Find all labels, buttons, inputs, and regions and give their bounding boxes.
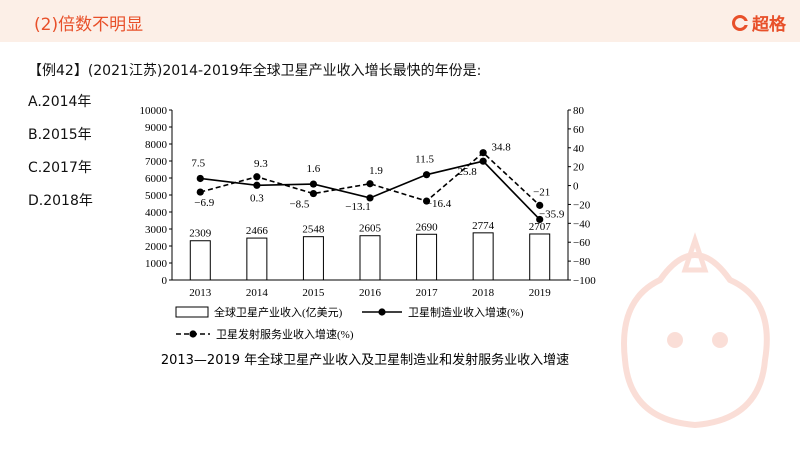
line-value-label: −35.9 <box>539 208 565 220</box>
line-value-label: −21 <box>533 186 550 198</box>
brand-icon <box>732 14 748 31</box>
left-tick-label: 1000 <box>145 258 168 270</box>
chart-svg: 0 1000 2000 3000 4000 5000 6000 7000 8000 9000 100… <box>140 105 597 368</box>
question-text: 【例42】(2021江苏)2014-2019年全球卫星产业收入增长最快的年份是: <box>28 63 482 79</box>
mascot-illustration <box>621 232 770 429</box>
left-tick-label: 6000 <box>145 173 168 185</box>
option-a[interactable]: A.2014年 <box>28 94 92 110</box>
bar-value-label: 2605 <box>359 223 382 235</box>
bar-value-label: 2548 <box>302 224 325 236</box>
line-value-label: 34.8 <box>492 142 512 154</box>
left-tick-label: 3000 <box>145 224 168 236</box>
left-tick-label: 7000 <box>145 156 168 168</box>
bar-value-label: 2309 <box>189 228 212 240</box>
left-tick-label: 4000 <box>145 207 168 219</box>
section-title: (2)倍数不明显 <box>34 15 144 35</box>
line-value-label: 9.3 <box>254 158 268 170</box>
right-tick-label: −40 <box>573 218 591 230</box>
option-c[interactable]: C.2017年 <box>28 160 92 176</box>
manufacturing-point <box>536 215 544 224</box>
bar <box>189 240 211 281</box>
launch-point <box>309 189 318 198</box>
bar <box>472 232 494 281</box>
x-tick-label: 2017 <box>416 287 439 299</box>
bar <box>529 233 551 281</box>
right-tick-label: −80 <box>573 256 591 268</box>
answer-options: A.2014年 B.2015年 C.2017年 D.2018年 <box>28 92 93 224</box>
left-tick-label: 9000 <box>145 122 168 134</box>
manufacturing-point <box>479 157 487 165</box>
right-tick-label: 0 <box>573 181 579 193</box>
manufacturing-point <box>253 181 261 189</box>
line-value-label: 0.3 <box>250 192 264 204</box>
bar <box>302 236 324 281</box>
left-tick-label: 5000 <box>145 190 168 202</box>
line-value-label: −13.1 <box>345 201 370 213</box>
line-value-label: 11.5 <box>415 154 434 166</box>
section-header: (2)倍数不明显 超格 <box>0 0 800 42</box>
legend-launch-label: 卫星发射服务业收入增速(%) <box>216 327 354 341</box>
right-tick-label: −60 <box>573 237 591 249</box>
left-tick-label: 10000 <box>140 105 168 117</box>
launch-point <box>536 201 544 209</box>
manufacturing-point <box>309 180 318 188</box>
right-tick-label: −100 <box>573 275 596 287</box>
chart-panel: 0 1000 2000 3000 4000 5000 6000 7000 8000 9000 100… <box>130 100 600 375</box>
launch-point <box>479 149 487 157</box>
manufacturing-point <box>366 194 374 202</box>
x-tick-label: 2013 <box>189 287 212 299</box>
line-value-label: 1.9 <box>369 165 383 177</box>
right-tick-label: 60 <box>573 124 585 136</box>
legend-launch-dot <box>189 330 197 338</box>
left-tick-label: 0 <box>162 275 168 287</box>
option-b[interactable]: B.2015年 <box>28 127 92 143</box>
bar <box>359 235 381 281</box>
line-value-label: −8.5 <box>289 199 309 211</box>
line-value-label: 7.5 <box>191 157 205 169</box>
right-tick-label: 80 <box>573 105 585 117</box>
right-tick-label: 20 <box>573 162 585 174</box>
line-value-label: 1.6 <box>307 163 321 175</box>
launch-point <box>422 197 431 205</box>
bar-value-label: 2690 <box>416 221 439 233</box>
legend-manufacturing-label: 卫星制造业收入增速(%) <box>408 305 524 319</box>
line-value-label: −6.9 <box>194 197 214 209</box>
left-tick-label: 8000 <box>145 139 168 151</box>
launch-point <box>366 180 374 188</box>
legend-bar-label: 全球卫星产业收入(亿美元) <box>214 305 343 319</box>
right-tick-label: −20 <box>573 199 591 211</box>
bar-value-label: 2466 <box>246 225 268 237</box>
bar-value-label: 2774 <box>472 220 495 232</box>
x-tick-label: 2016 <box>359 287 382 299</box>
option-d[interactable]: D.2018年 <box>28 193 93 209</box>
manufacturing-point <box>196 174 204 183</box>
x-tick-label: 2014 <box>246 287 268 299</box>
x-tick-label: 2019 <box>529 287 552 299</box>
bar-value-label: 2707 <box>529 221 552 233</box>
chart-title: 2013—2019 年全球卫星产业收入及卫星制造业和发射服务业收入增速 <box>161 352 569 368</box>
bar <box>246 237 268 281</box>
legend-bar-swatch <box>175 306 209 318</box>
launch-point <box>253 173 261 181</box>
x-tick-label: 2015 <box>302 287 325 299</box>
legend-manufacturing-dot <box>378 308 386 316</box>
x-tick-label: 2018 <box>472 287 495 299</box>
manufacturing-point <box>422 171 431 179</box>
line-value-label: 25.8 <box>458 166 478 178</box>
line-value-label: −16.4 <box>426 198 452 210</box>
brand-logo: 超格 <box>732 10 786 35</box>
brand-name: 超格 <box>752 15 786 35</box>
left-tick-label: 2000 <box>145 241 168 253</box>
launch-point <box>196 188 204 196</box>
bar <box>416 233 438 281</box>
right-tick-label: 40 <box>573 143 585 155</box>
